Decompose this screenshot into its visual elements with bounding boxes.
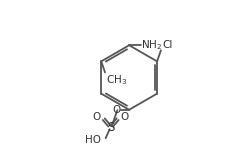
Text: HO: HO [86, 135, 102, 145]
Text: Cl: Cl [162, 40, 172, 50]
Text: O: O [112, 105, 121, 115]
Text: O: O [120, 112, 129, 122]
Text: CH$_3$: CH$_3$ [106, 74, 127, 87]
Text: NH$_2$: NH$_2$ [141, 38, 163, 52]
Text: S: S [107, 121, 114, 134]
Text: O: O [93, 112, 101, 122]
